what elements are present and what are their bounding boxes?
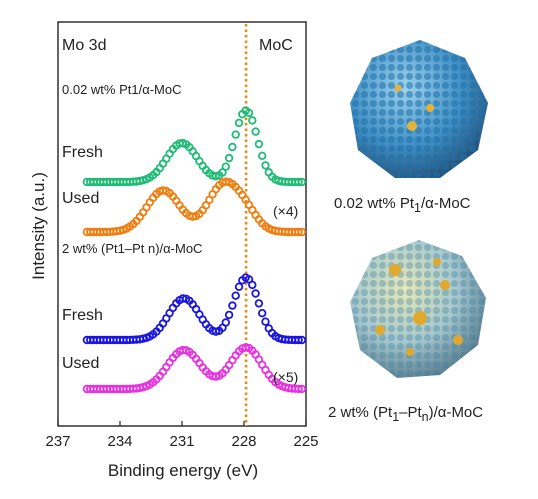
x-tick-label: 228: [231, 433, 256, 450]
data-markers: [82, 106, 307, 394]
series-label-used-top: Used: [62, 190, 99, 207]
series-label-fresh-top: Fresh: [62, 144, 103, 161]
group-label-top: 0.02 wt% Pt1/α-MoC: [62, 82, 182, 97]
data-point: [297, 177, 307, 187]
data-point: [254, 139, 264, 149]
panel-label: Mo 3d: [62, 37, 106, 54]
data-point: [231, 130, 240, 139]
data-point: [261, 317, 270, 326]
data-point: [294, 177, 303, 187]
data-point: [254, 299, 264, 308]
data-point: [294, 384, 303, 394]
data-point: [234, 118, 244, 128]
data-point: [158, 186, 168, 195]
series-1: [82, 177, 307, 237]
series-0: [82, 106, 307, 187]
data-point: [297, 384, 307, 394]
reference-label: MoC: [259, 37, 293, 54]
x-tick-label: 231: [169, 433, 194, 450]
scale-note-bottom: (×5): [273, 369, 298, 385]
data-point: [297, 227, 307, 237]
data-point: [251, 127, 260, 136]
data-point: [228, 301, 237, 310]
data-point: [241, 343, 250, 352]
data-point: [224, 153, 234, 163]
data-point: [248, 116, 257, 125]
x-tick-label: 237: [45, 433, 70, 450]
x-ticks: 237 234 231 228 225: [45, 421, 319, 450]
series-3: [82, 343, 307, 394]
data-point: [294, 227, 303, 237]
data-point: [234, 282, 244, 291]
data-point: [248, 280, 257, 290]
x-tick-label: 225: [293, 433, 318, 450]
data-point: [251, 289, 260, 298]
data-point: [228, 142, 237, 152]
data-point: [188, 212, 197, 221]
series-2: [82, 273, 307, 345]
data-point: [231, 291, 240, 300]
data-point: [261, 161, 270, 170]
data-point: [221, 162, 230, 171]
scale-note-top: (×4): [273, 203, 298, 219]
data-point: [244, 108, 254, 117]
data-point: [258, 309, 267, 318]
x-axis-label: Binding energy (eV): [108, 461, 258, 480]
data-point: [297, 335, 307, 345]
nanoparticle-image-top: [350, 40, 488, 178]
data-point: [294, 335, 303, 345]
nanoparticle-image-bottom: [350, 240, 486, 378]
group-label-bottom: 2 wt% (Pt1–Pt n)/α-MoC: [62, 241, 202, 256]
series-label-fresh-bottom: Fresh: [62, 307, 103, 324]
series-label-used-bottom: Used: [62, 355, 99, 372]
caption-top: 0.02 wt% Pt1/α-MoC: [334, 195, 471, 215]
x-tick-label: 234: [107, 433, 132, 450]
data-point: [258, 151, 267, 160]
data-point: [221, 318, 230, 327]
caption-bottom: 2 wt% (Pt1–Ptn)/α-MoC: [328, 404, 484, 424]
y-axis-label: Intensity (a.u.): [29, 172, 48, 280]
data-point: [224, 310, 234, 320]
